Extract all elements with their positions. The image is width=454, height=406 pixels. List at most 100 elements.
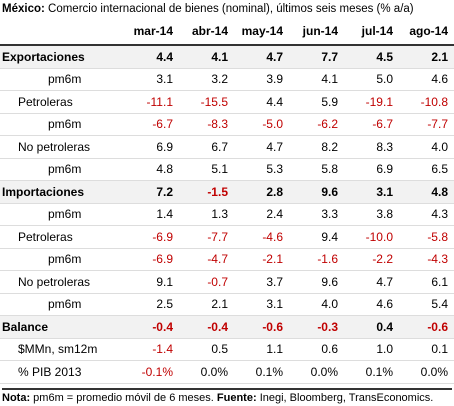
cell: 4.1 xyxy=(179,45,234,69)
cell: -4.6 xyxy=(234,225,289,249)
cell: 3.8 xyxy=(344,203,399,226)
cell: 4.4 xyxy=(234,90,289,114)
row: pm6m 2.5 2.1 3.1 4.0 4.6 5.4 xyxy=(0,293,454,316)
cell: -6.9 xyxy=(124,248,179,271)
column-header: jun-14 xyxy=(289,18,344,46)
cell: 1.4 xyxy=(124,203,179,226)
title: México: Comercio internacional de bienes… xyxy=(0,0,454,18)
title-text: Comercio internacional de bienes (nomina… xyxy=(48,3,414,15)
cell: 4.8 xyxy=(124,158,179,181)
row-label: pm6m xyxy=(0,293,124,316)
cell: -6.7 xyxy=(124,113,179,136)
row: No petroleras 9.1 -0.7 3.7 9.6 4.7 6.1 xyxy=(0,270,454,294)
row: pm6m 3.1 3.2 3.9 4.1 5.0 4.6 xyxy=(0,68,454,91)
cell: 4.0 xyxy=(289,293,344,316)
cell: -1.6 xyxy=(289,248,344,271)
row-label: No petroleras xyxy=(0,270,124,294)
cell: -10.8 xyxy=(399,90,454,114)
cell: 6.5 xyxy=(399,158,454,181)
row: pm6m -6.7 -8.3 -5.0 -6.2 -6.7 -7.7 xyxy=(0,113,454,136)
cell: -0.4 xyxy=(179,315,234,339)
cell: -4.3 xyxy=(399,248,454,271)
row-label: Petroleras xyxy=(0,90,124,114)
cell: 2.8 xyxy=(234,180,289,204)
cell: -11.1 xyxy=(124,90,179,114)
cell: 3.7 xyxy=(234,270,289,294)
cell: -6.9 xyxy=(124,225,179,249)
cell: 2.4 xyxy=(234,203,289,226)
cell: -7.7 xyxy=(399,113,454,136)
row-label: No petroleras xyxy=(0,135,124,159)
cell: 9.1 xyxy=(124,270,179,294)
cell: 6.9 xyxy=(124,135,179,159)
cell: -2.1 xyxy=(234,248,289,271)
cell: 4.5 xyxy=(344,45,399,69)
cell: 4.7 xyxy=(234,135,289,159)
title-bold: México: xyxy=(2,3,45,15)
cell: 3.9 xyxy=(234,68,289,91)
cell: 8.2 xyxy=(289,135,344,159)
cell: 5.3 xyxy=(234,158,289,181)
cell: 4.7 xyxy=(234,45,289,69)
row-label: Balance xyxy=(0,315,124,339)
cell: 0.5 xyxy=(179,338,234,361)
cell: 1.0 xyxy=(344,338,399,361)
cell: 4.4 xyxy=(124,45,179,69)
row: Petroleras -6.9 -7.7 -4.6 9.4 -10.0 -5.8 xyxy=(0,225,454,249)
cell: 4.8 xyxy=(399,180,454,204)
table: mar-14 abr-14 may-14 jun-14 jul-14 ago-14 Exp… xyxy=(0,18,454,384)
row: No petroleras 6.9 6.7 4.7 8.2 8.3 4.0 xyxy=(0,135,454,159)
row-label: Petroleras xyxy=(0,225,124,249)
cell: 2.5 xyxy=(124,293,179,316)
cell: -0.6 xyxy=(399,315,454,339)
cell: 2.1 xyxy=(399,45,454,69)
cell: 1.1 xyxy=(234,338,289,361)
cell: -5.8 xyxy=(399,225,454,249)
cell: 4.6 xyxy=(399,68,454,91)
row: % PIB 2013 -0.1% 0.0% 0.1% 0.0% 0.1% 0.0% xyxy=(0,360,454,384)
cell: 0.1 xyxy=(399,338,454,361)
cell: 7.2 xyxy=(124,180,179,204)
cell: 0.1% xyxy=(234,360,289,384)
row: Petroleras -11.1 -15.5 4.4 5.9 -19.1 -10.8 xyxy=(0,90,454,114)
cell: 5.1 xyxy=(179,158,234,181)
column-header: abr-14 xyxy=(179,18,234,46)
cell: 5.8 xyxy=(289,158,344,181)
cell: -0.1% xyxy=(124,360,179,384)
row-label: $MMn, sm12m xyxy=(0,338,124,361)
cell: 6.9 xyxy=(344,158,399,181)
header-row: mar-14 abr-14 may-14 jun-14 jul-14 ago-14 xyxy=(0,18,454,46)
cell: 4.3 xyxy=(399,203,454,226)
cell: 5.9 xyxy=(289,90,344,114)
cell: 4.6 xyxy=(344,293,399,316)
cell: 6.1 xyxy=(399,270,454,294)
cell: -8.3 xyxy=(179,113,234,136)
cell: 3.2 xyxy=(179,68,234,91)
cell: 3.1 xyxy=(124,68,179,91)
row-label: pm6m xyxy=(0,203,124,226)
cell: 2.1 xyxy=(179,293,234,316)
cell: 9.6 xyxy=(289,270,344,294)
cell: 4.0 xyxy=(399,135,454,159)
cell: -0.4 xyxy=(124,315,179,339)
cell: 6.7 xyxy=(179,135,234,159)
cell: -10.0 xyxy=(344,225,399,249)
row: Balance -0.4 -0.4 -0.6 -0.3 0.4 -0.6 xyxy=(0,315,454,339)
row: $MMn, sm12m -1.4 0.5 1.1 0.6 1.0 0.1 xyxy=(0,338,454,361)
row: Exportaciones 4.4 4.1 4.7 7.7 4.5 2.1 xyxy=(0,45,454,69)
cell: -5.0 xyxy=(234,113,289,136)
row-label: % PIB 2013 xyxy=(0,360,124,384)
cell: 8.3 xyxy=(344,135,399,159)
cell: 9.4 xyxy=(289,225,344,249)
column-header: jul-14 xyxy=(344,18,399,46)
cell: -19.1 xyxy=(344,90,399,114)
cell: 0.0% xyxy=(289,360,344,384)
column-header: ago-14 xyxy=(399,18,454,46)
cell: 4.7 xyxy=(344,270,399,294)
row: pm6m -6.9 -4.7 -2.1 -1.6 -2.2 -4.3 xyxy=(0,248,454,271)
cell: 5.0 xyxy=(344,68,399,91)
row-label: pm6m xyxy=(0,113,124,136)
cell: -6.2 xyxy=(289,113,344,136)
column-header: may-14 xyxy=(234,18,289,46)
